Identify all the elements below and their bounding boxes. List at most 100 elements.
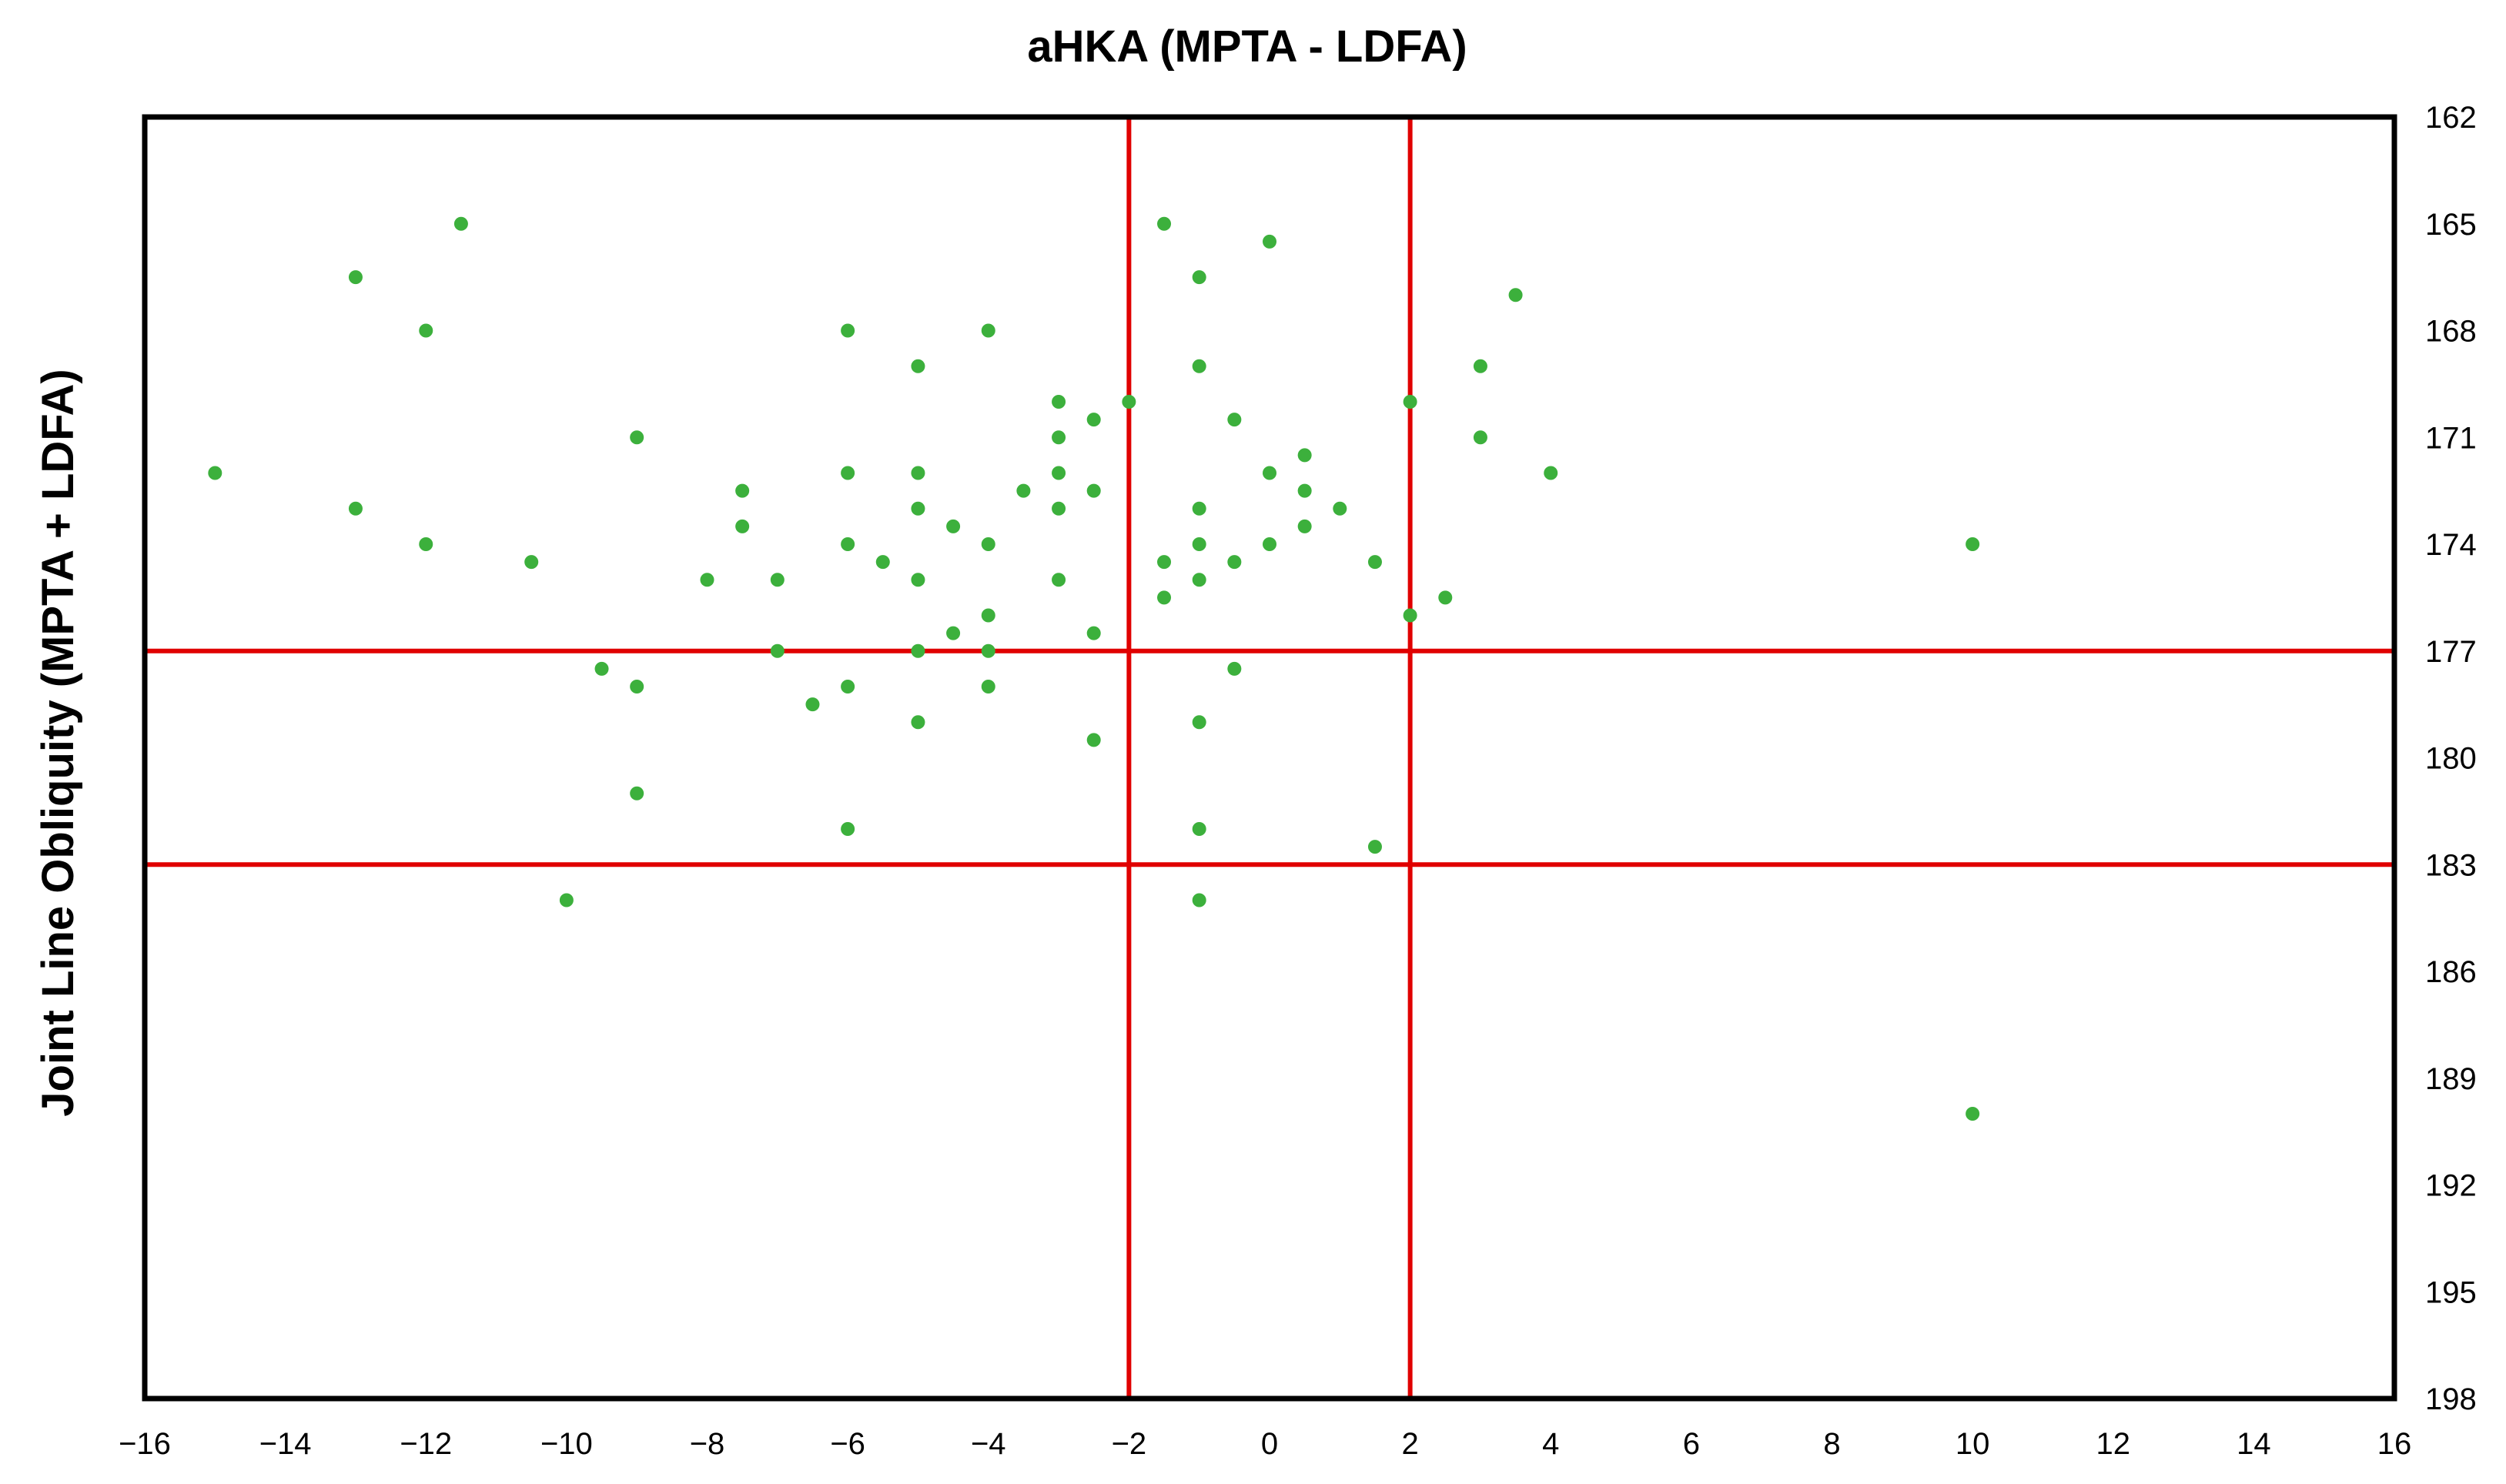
data-point-8 [594,661,609,676]
data-point-14 [735,519,750,533]
data-point-19 [841,466,855,480]
data-point-4 [419,537,433,551]
data-point-26 [911,501,925,516]
x-tick-label: 16 [2377,1427,2412,1461]
data-point-44 [1086,483,1101,498]
data-point-9 [630,430,644,445]
data-point-74 [1473,359,1487,373]
data-point-30 [946,519,961,533]
data-point-46 [1086,733,1101,747]
data-point-62 [1263,234,1276,249]
y-tick-label: 198 [2425,1382,2477,1416]
data-point-43 [1086,413,1101,427]
x-tick-label: −14 [259,1427,312,1461]
x-tick-label: −10 [540,1427,593,1461]
data-point-23 [875,555,890,570]
data-point-27 [911,573,925,587]
x-tick-label: 12 [2096,1427,2131,1461]
y-tick-label: 168 [2425,315,2477,349]
data-point-56 [1192,715,1206,730]
x-axis-ticks: −16 −14 −12 −10 −8 −6 −4 −2 0 2 4 6 8 10 12 14 16 [119,1427,2411,1461]
data-point-77 [1544,466,1558,480]
x-tick-label: −6 [830,1427,865,1461]
data-point-51 [1192,270,1206,285]
data-point-61 [1227,661,1242,676]
y-tick-label: 162 [2425,101,2477,135]
y-axis-label: Joint Line Obliquity (MPTA + LDFA) [33,369,83,1116]
data-point-31 [946,626,961,640]
data-point-75 [1473,430,1487,445]
data-point-70 [1367,840,1382,854]
data-point-38 [1052,395,1066,409]
x-tick-label: 2 [1402,1427,1419,1461]
data-point-54 [1192,537,1206,551]
data-point-48 [1157,216,1172,231]
data-point-3 [419,323,433,338]
data-point-66 [1297,483,1312,498]
data-point-50 [1157,590,1172,605]
x-tick-label: 10 [1956,1427,1990,1461]
data-point-35 [981,643,995,658]
data-point-10 [630,680,644,694]
data-point-29 [911,715,925,730]
data-point-39 [1052,430,1066,445]
data-point-40 [1052,466,1066,480]
x-tick-label: 0 [1261,1427,1278,1461]
data-point-69 [1367,555,1382,570]
data-point-79 [1966,1107,1980,1121]
data-point-64 [1263,537,1276,551]
chart-title: aHKA (MPTA - LDFA) [1027,22,1467,72]
x-tick-label: 6 [1683,1427,1700,1461]
y-tick-label: 177 [2425,635,2477,669]
x-tick-label: 4 [1542,1427,1559,1461]
data-point-57 [1192,822,1206,836]
data-point-73 [1438,590,1453,605]
data-point-78 [1966,537,1980,551]
data-point-76 [1508,288,1523,302]
y-tick-label: 174 [2425,528,2477,562]
y-tick-label: 171 [2425,421,2477,455]
data-point-1 [348,270,363,285]
data-point-11 [630,786,644,800]
x-tick-label: 8 [1823,1427,1840,1461]
data-points [208,216,1980,1121]
data-point-12 [700,573,714,587]
data-point-25 [911,466,925,480]
y-tick-label: 192 [2425,1169,2477,1203]
data-point-17 [805,697,820,712]
y-tick-label: 180 [2425,742,2477,776]
y-tick-label: 165 [2425,208,2477,242]
data-point-22 [841,822,855,836]
data-point-0 [208,466,222,480]
data-point-52 [1192,359,1206,373]
data-point-67 [1297,519,1312,533]
data-point-41 [1052,501,1066,516]
data-point-60 [1227,555,1242,570]
x-tick-label: −4 [971,1427,1006,1461]
y-tick-label: 195 [2425,1275,2477,1309]
data-point-13 [735,483,750,498]
data-point-68 [1333,501,1347,516]
data-point-63 [1263,466,1276,480]
data-point-53 [1192,501,1206,516]
y-tick-label: 189 [2425,1062,2477,1096]
plot-frame [142,114,2397,1402]
x-tick-label: −2 [1112,1427,1147,1461]
data-point-33 [981,537,995,551]
data-point-47 [1122,395,1136,409]
data-point-21 [841,680,855,694]
x-tick-label: −12 [400,1427,452,1461]
data-point-45 [1086,626,1101,640]
data-point-7 [559,893,574,907]
data-point-2 [348,501,363,516]
data-point-32 [981,323,995,338]
x-tick-label: 14 [2237,1427,2271,1461]
data-point-59 [1227,413,1242,427]
y-tick-label: 183 [2425,848,2477,882]
data-point-49 [1157,555,1172,570]
data-point-34 [981,608,995,623]
data-point-55 [1192,573,1206,587]
y-tick-label: 186 [2425,955,2477,989]
data-point-36 [981,680,995,694]
